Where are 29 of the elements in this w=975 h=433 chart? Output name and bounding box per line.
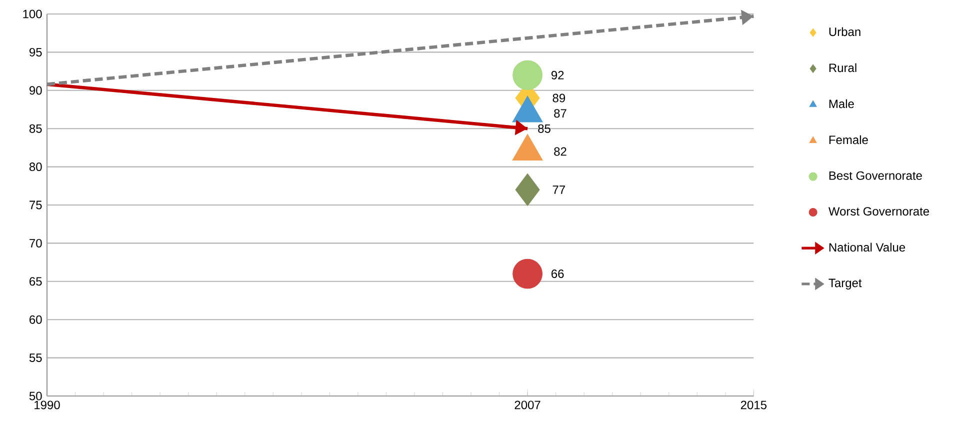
data-label: 89 — [552, 94, 566, 102]
y-tick-label: 70 — [30, 238, 42, 248]
legend-label: Best Governorate — [829, 171, 922, 180]
legend-label: Rural — [829, 63, 856, 72]
data-label: 77 — [552, 186, 565, 194]
y-tick-label: 50 — [29, 392, 42, 400]
legend-label: Female — [829, 135, 868, 144]
y-tick-label: 75 — [30, 200, 42, 210]
legend-label: Target — [828, 278, 862, 290]
legend-label: National Value — [829, 242, 906, 252]
x-tick-label: 1990 — [34, 400, 60, 410]
data-label: 82 — [554, 147, 566, 156]
x-tick-label: 2015 — [740, 400, 767, 410]
data-label: 85 — [538, 124, 550, 133]
data-label: 66 — [552, 270, 564, 278]
legend-label: Urban — [829, 27, 860, 36]
y-tick-label: 85 — [29, 124, 42, 133]
y-tick-label: 100 — [23, 10, 42, 18]
data-label: 87 — [554, 109, 566, 118]
legend-label: Worst Governorate — [828, 207, 930, 216]
y-tick-label: 60 — [30, 315, 42, 324]
x-tick-label: 2007 — [514, 400, 540, 410]
data-label: 92 — [551, 70, 564, 80]
y-tick-label: 90 — [30, 86, 42, 95]
y-tick-label: 55 — [29, 354, 42, 362]
y-tick-label: 95 — [30, 48, 42, 56]
y-tick-label: 65 — [30, 277, 42, 286]
y-tick-label: 80 — [29, 162, 42, 172]
legend-label: Male — [829, 99, 854, 108]
